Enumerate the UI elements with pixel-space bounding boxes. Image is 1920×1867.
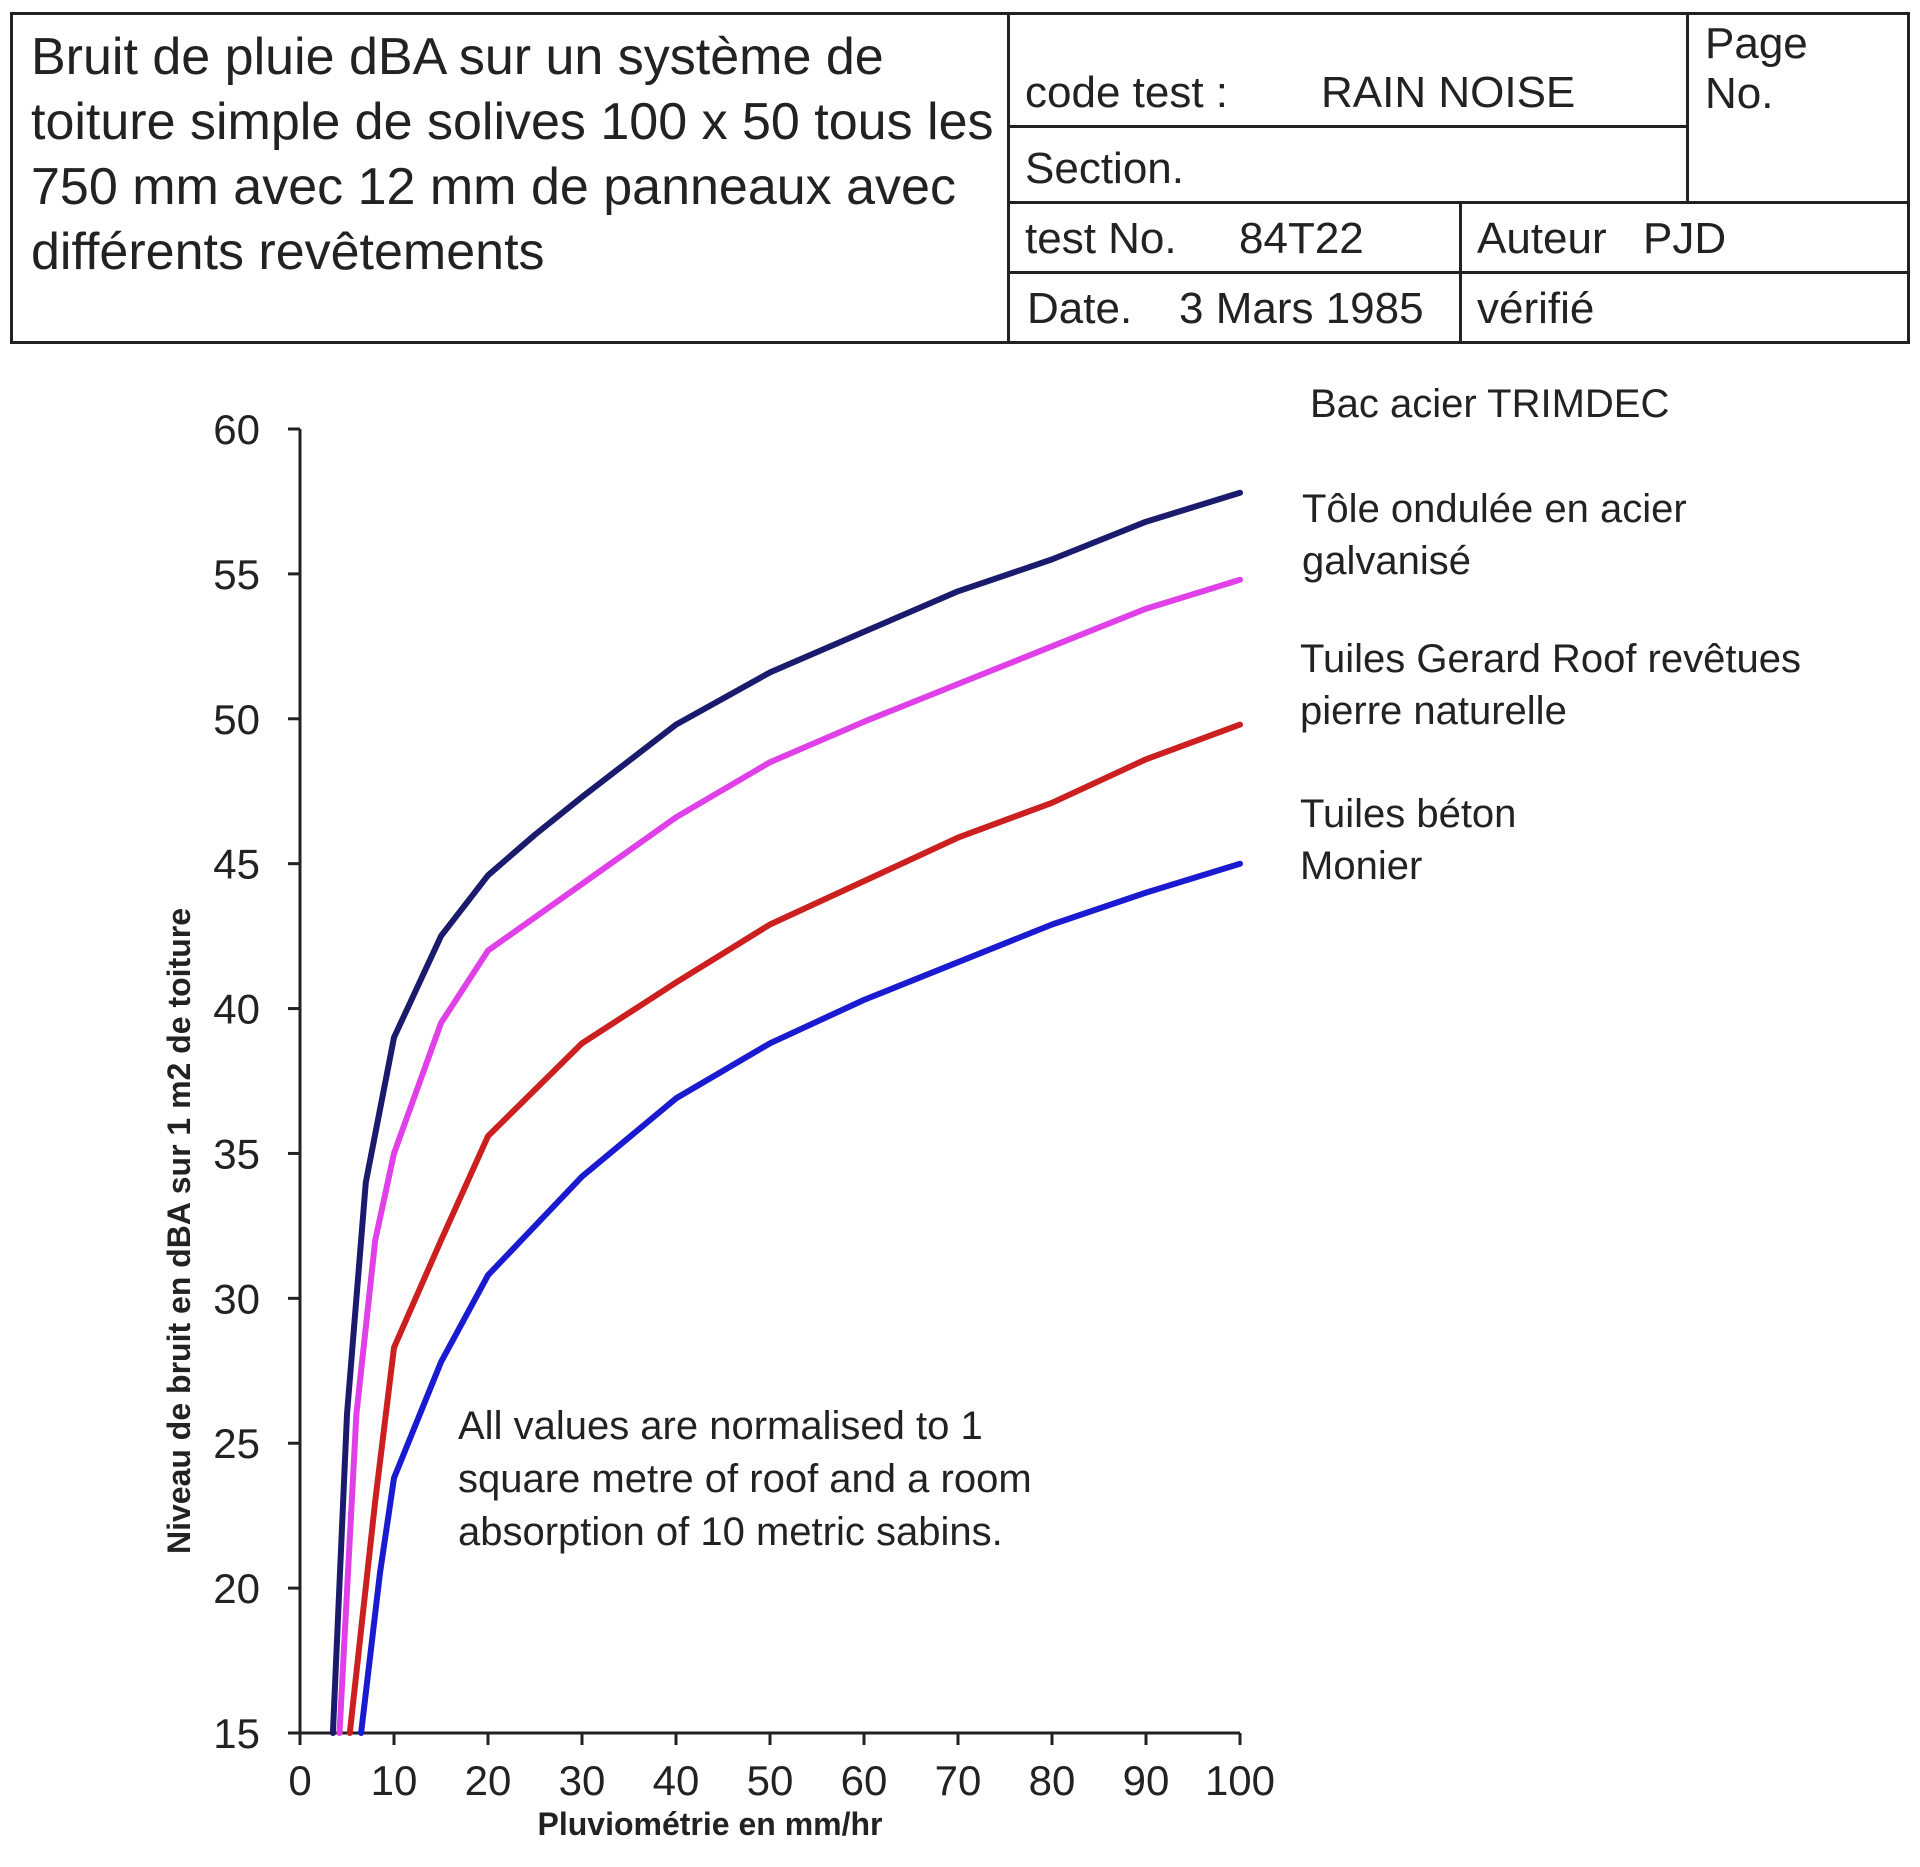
y-tick-label: 15	[213, 1710, 260, 1757]
x-tick-label: 20	[465, 1757, 512, 1804]
date-label: Date.	[1027, 284, 1133, 333]
x-tick-label: 60	[841, 1757, 888, 1804]
series-line-2	[336, 576, 1243, 1736]
series-line-1	[329, 489, 1243, 1736]
legend-label-2: Tôle ondulée en acier galvanisé	[1302, 487, 1687, 583]
chart-annotation: All values are normalised to 1 square met…	[458, 1404, 1032, 1554]
rain-noise-chart: 0 10 20 30 40 50 60 70 80 90 100 15 20 25 30 35 40 45 50 55…	[161, 382, 1801, 1842]
header-divider	[1007, 15, 1010, 341]
header-divider	[1007, 271, 1907, 274]
x-tick-label: 80	[1029, 1757, 1076, 1804]
y-tick-label: 50	[213, 696, 260, 743]
code-test-label: code test :	[1025, 68, 1229, 117]
header-table: Bruit de pluie dBA sur un système de toi…	[10, 12, 1910, 344]
y-tick-label: 35	[213, 1130, 260, 1177]
author-value: PJD	[1643, 214, 1727, 263]
page-number-label: Page No.	[1705, 19, 1808, 118]
y-tick-label: 30	[213, 1275, 260, 1322]
y-tick-label: 45	[213, 841, 260, 888]
legend-label-4: Tuiles béton Monier	[1300, 792, 1516, 888]
legend-label-3: Tuiles Gerard Roof revêtues pierre nature…	[1300, 637, 1801, 733]
chart-series	[329, 489, 1243, 1736]
x-tick-label: 10	[371, 1757, 418, 1804]
test-number-value: 84T22	[1239, 214, 1364, 263]
series-line-3	[346, 721, 1243, 1736]
date-value: 3 Mars 1985	[1179, 284, 1424, 333]
y-tick-label: 55	[213, 551, 260, 598]
x-tick-label: 40	[653, 1757, 700, 1804]
section-label: Section.	[1025, 144, 1184, 193]
chart-labels: Bac acier TRIMDEC Tôle ondulée en acier ga…	[458, 382, 1801, 1554]
series-line-4	[358, 860, 1243, 1736]
test-number-label: test No.	[1025, 214, 1177, 263]
header-divider	[1007, 201, 1907, 204]
x-tick-label: 70	[935, 1757, 982, 1804]
x-axis-label: Pluviométrie en mm/hr	[538, 1806, 883, 1842]
y-tick-label: 20	[213, 1565, 260, 1612]
y-tick-label: 40	[213, 986, 260, 1033]
x-tick-label: 90	[1123, 1757, 1170, 1804]
y-tick-label: 25	[213, 1420, 260, 1467]
chart-axes: 0 10 20 30 40 50 60 70 80 90 100 15 20 25 30 35 40 45 50 55…	[161, 406, 1275, 1842]
y-tick-label: 60	[213, 406, 260, 453]
header-divider	[1007, 125, 1687, 128]
page-title: Bruit de pluie dBA sur un système de toi…	[31, 28, 994, 281]
x-tick-label: 100	[1205, 1757, 1275, 1804]
code-test-value: RAIN NOISE	[1321, 68, 1576, 117]
verified-label: vérifié	[1477, 284, 1595, 333]
author-label: Auteur	[1477, 214, 1607, 263]
x-tick-label: 0	[288, 1757, 311, 1804]
x-tick-label: 50	[747, 1757, 794, 1804]
x-tick-label: 30	[559, 1757, 606, 1804]
legend-label-1: Bac acier TRIMDEC	[1310, 382, 1669, 426]
header-divider	[1686, 15, 1689, 201]
y-axis-label: Niveau de bruit en dBA sur 1 m2 de toitu…	[161, 908, 197, 1554]
